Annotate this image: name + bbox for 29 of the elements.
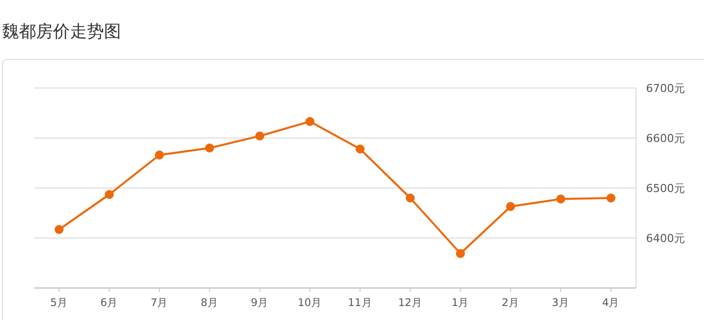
x-tick-label: 6月	[100, 297, 118, 309]
x-tick-label: 2月	[502, 297, 520, 309]
x-tick-label: 9月	[250, 297, 269, 309]
point	[255, 132, 264, 140]
x-tick-label: 3月	[552, 297, 570, 309]
x-tick-label: 5月	[50, 297, 68, 309]
x-tick-label: 10月	[298, 297, 322, 309]
y-tick-label: 6500元	[646, 182, 685, 195]
x-tick-label: 4月	[602, 297, 620, 309]
point	[154, 150, 164, 160]
chart-title: 魏都房价走势图	[2, 22, 121, 42]
point	[205, 144, 214, 152]
x-tick-label: 1月	[452, 297, 470, 309]
point	[356, 144, 365, 154]
point	[305, 117, 314, 126]
point	[506, 202, 516, 211]
point	[556, 194, 566, 204]
point	[606, 194, 616, 202]
point	[104, 190, 114, 199]
x-tick-label: 12月	[398, 297, 422, 309]
point	[456, 249, 465, 258]
x-tick-label: 7月	[150, 297, 168, 309]
point	[54, 225, 64, 234]
y-tick-label: 6600元	[646, 132, 685, 145]
y-tick-label: 6700元	[646, 82, 685, 95]
point	[406, 194, 415, 202]
y-tick-label: 6400元	[646, 232, 685, 245]
x-tick-label: 11月	[348, 297, 372, 309]
x-tick-label: 8月	[200, 297, 218, 309]
